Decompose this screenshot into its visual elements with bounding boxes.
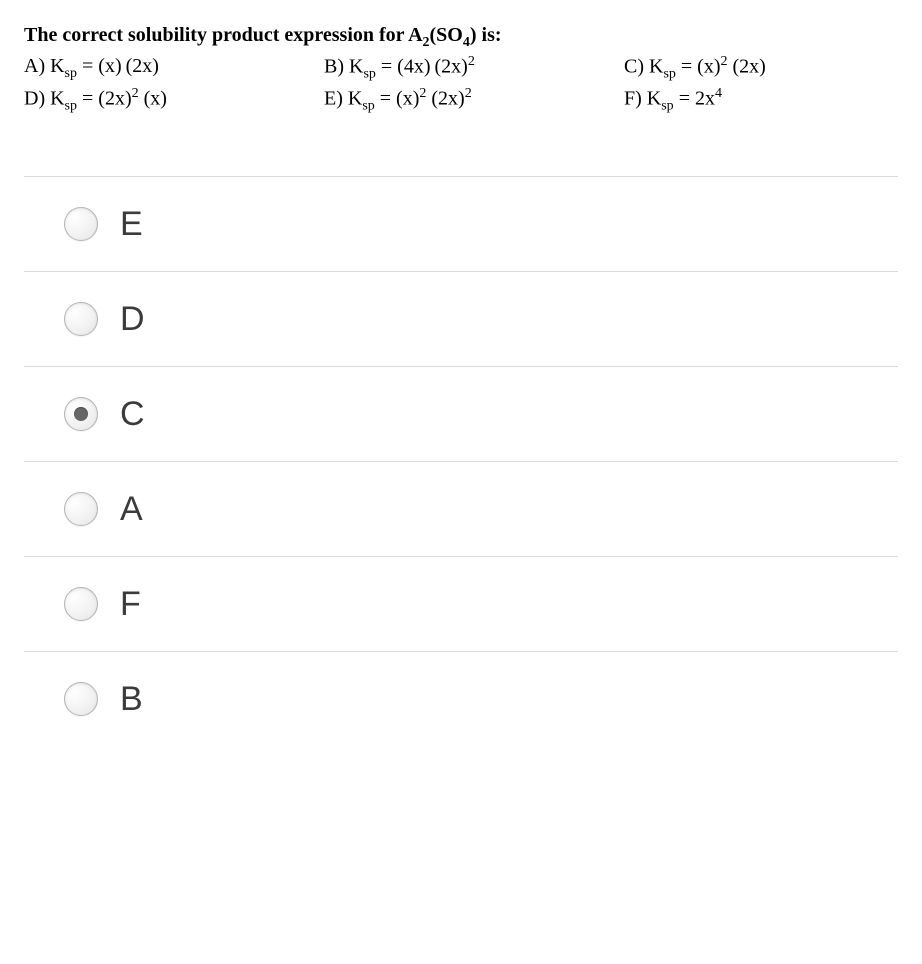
- option-label: C: [120, 397, 145, 431]
- radio-a[interactable]: [64, 492, 98, 526]
- expression-d: D) Ksp = (2x)2 (x): [24, 85, 324, 117]
- expression-f: F) Ksp = 2x4: [624, 85, 898, 117]
- radio-c[interactable]: [64, 397, 98, 431]
- question-block: The correct solubility product expressio…: [24, 24, 898, 116]
- option-label: B: [120, 682, 143, 716]
- radio-b[interactable]: [64, 682, 98, 716]
- expression-a: A) Ksp = (x) (2x): [24, 53, 324, 85]
- answer-expressions: A) Ksp = (x) (2x) B) Ksp = (4x) (2x)2 C)…: [24, 53, 898, 116]
- option-row-b[interactable]: B: [24, 652, 898, 746]
- option-label: A: [120, 492, 143, 526]
- option-label: E: [120, 207, 143, 241]
- option-row-a[interactable]: A: [24, 462, 898, 557]
- radio-e[interactable]: [64, 207, 98, 241]
- radio-d[interactable]: [64, 302, 98, 336]
- option-row-e[interactable]: E: [24, 176, 898, 272]
- option-row-d[interactable]: D: [24, 272, 898, 367]
- option-row-f[interactable]: F: [24, 557, 898, 652]
- question-prompt: The correct solubility product expressio…: [24, 24, 898, 51]
- expression-e: E) Ksp = (x)2 (2x)2: [324, 85, 624, 117]
- radio-f[interactable]: [64, 587, 98, 621]
- expression-b: B) Ksp = (4x) (2x)2: [324, 53, 624, 85]
- option-label: F: [120, 587, 141, 621]
- options-list: E D C A F B: [24, 176, 898, 746]
- option-row-c[interactable]: C: [24, 367, 898, 462]
- expression-c: C) Ksp = (x)2 (2x): [624, 53, 898, 85]
- option-label: D: [120, 302, 145, 336]
